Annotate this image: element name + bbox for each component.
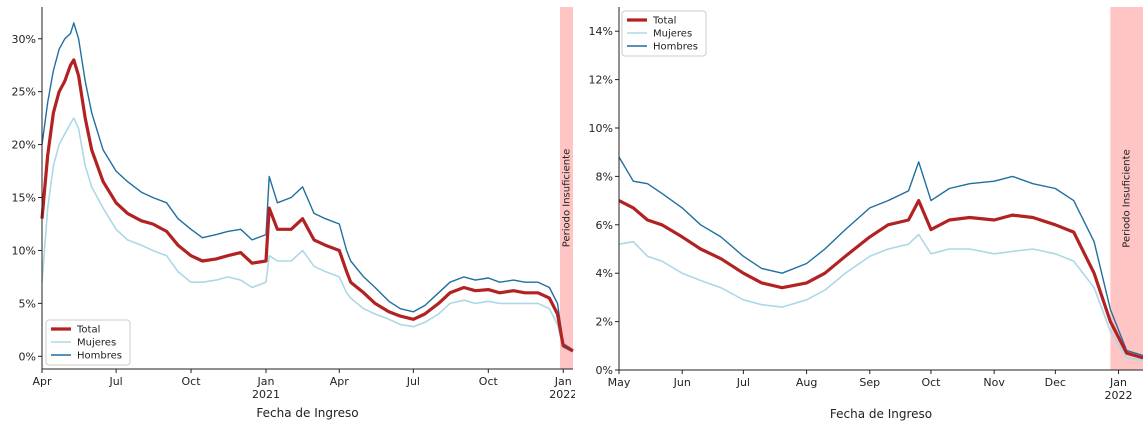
legend: Total Mujeres Hombres bbox=[45, 319, 131, 366]
series-line-total bbox=[618, 199, 1143, 360]
legend-label-hombres: Hombres bbox=[77, 351, 122, 362]
y-tick-label: 25% bbox=[12, 86, 36, 99]
legend-box bbox=[621, 10, 707, 57]
legend-label-mujeres: Mujeres bbox=[77, 338, 116, 349]
x-year-label: 2021 bbox=[252, 388, 280, 401]
y-tick-label: 2% bbox=[596, 316, 613, 329]
series-line-mujeres bbox=[618, 233, 1143, 362]
series-line-total bbox=[40, 58, 574, 353]
y-tick-label: 8% bbox=[596, 170, 613, 183]
y-tick-label: 4% bbox=[596, 267, 613, 280]
y-tick-label: 15% bbox=[12, 192, 36, 205]
y-tick-label: 0% bbox=[596, 364, 613, 377]
y-tick-label: 12% bbox=[589, 74, 613, 87]
legend-label-hombres: Hombres bbox=[653, 42, 698, 53]
legend-label-total: Total bbox=[652, 16, 676, 27]
y-tick-label: 5% bbox=[19, 297, 36, 310]
x-tick-label: Jan bbox=[554, 375, 572, 388]
y-tick-label: 0% bbox=[19, 350, 36, 363]
x-tick-label: Apr bbox=[330, 375, 350, 388]
x-tick-label: Nov bbox=[983, 376, 1005, 389]
x-tick-label: Jan bbox=[1109, 376, 1127, 389]
y-tick-label: 14% bbox=[589, 25, 613, 38]
y-tick-label: 30% bbox=[12, 33, 36, 46]
chart-right: Periodo Insuficiente 0% 2% 4% 6% 8% 10% 12% 14% M… bbox=[589, 7, 1143, 421]
x-tick-label: May bbox=[608, 376, 631, 389]
insufficient-period-shade bbox=[1110, 7, 1143, 370]
x-tick-label: Oct bbox=[182, 375, 202, 388]
legend-label-mujeres: Mujeres bbox=[653, 29, 692, 40]
series-line-hombres bbox=[41, 22, 574, 351]
x-tick-label: Dec bbox=[1045, 376, 1066, 389]
y-tick-label: 10% bbox=[589, 122, 613, 135]
insufficient-period-shade bbox=[559, 7, 573, 369]
x-tick-label: Jul bbox=[108, 375, 122, 388]
x-tick-label: Jul bbox=[736, 376, 750, 389]
x-tick-label: Sep bbox=[859, 376, 880, 389]
insufficient-period-label: Periodo Insuficiente bbox=[561, 149, 572, 247]
x-tick-label: Jun bbox=[673, 376, 691, 389]
legend-box bbox=[45, 319, 131, 366]
x-tick-label: Jan bbox=[256, 375, 274, 388]
y-tick-label: 10% bbox=[12, 244, 36, 257]
chart-left: Periodo Insuficiente 0% 5% 10% 15% 20% 25% 30% A… bbox=[12, 7, 575, 420]
x-year-label: 2022 bbox=[1105, 389, 1133, 402]
y-tick-label: 6% bbox=[596, 219, 613, 232]
y-tick-label: 20% bbox=[12, 139, 36, 152]
x-tick-label: Oct bbox=[921, 376, 941, 389]
legend-label-total: Total bbox=[76, 325, 100, 336]
x-year-label: 2022 bbox=[549, 388, 575, 401]
x-axis-label: Fecha de Ingreso bbox=[830, 407, 932, 421]
x-tick-label: Oct bbox=[479, 375, 499, 388]
legend: Total Mujeres Hombres bbox=[621, 10, 707, 57]
x-tick-label: Apr bbox=[32, 375, 52, 388]
x-axis-label: Fecha de Ingreso bbox=[256, 406, 358, 420]
x-tick-label: Aug bbox=[796, 376, 817, 389]
series-line-hombres bbox=[618, 156, 1143, 357]
insufficient-period-label: Periodo Insuficiente bbox=[1122, 149, 1133, 247]
x-tick-label: Jul bbox=[406, 375, 420, 388]
series-line-mujeres bbox=[41, 117, 574, 353]
